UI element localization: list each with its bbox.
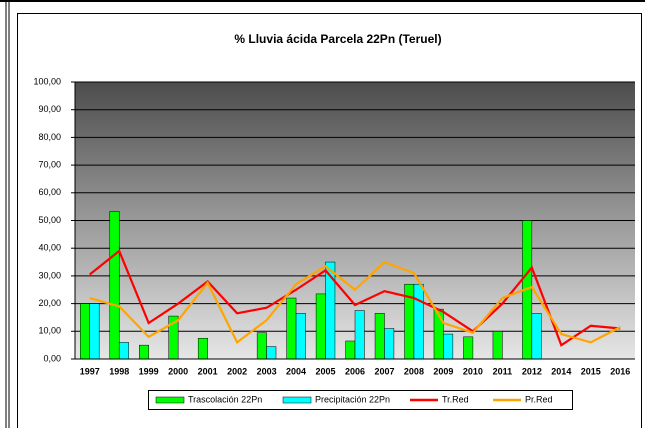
y-tick-label: 100,00 xyxy=(33,76,61,86)
bar xyxy=(295,313,306,360)
legend-swatch xyxy=(282,396,312,404)
x-tick-label: 1998 xyxy=(109,366,129,376)
legend-label: Trascolación 22Pn xyxy=(188,394,262,404)
bar xyxy=(384,328,395,360)
bar xyxy=(345,340,356,360)
x-tick-label: 2006 xyxy=(345,366,365,376)
x-tick-label: 2002 xyxy=(227,366,247,376)
legend-label: Pr.Red xyxy=(525,394,553,404)
x-tick-label: 2005 xyxy=(316,366,336,376)
line-series xyxy=(89,260,621,345)
y-tick-label: 30,00 xyxy=(38,270,61,280)
x-tick-label: 2012 xyxy=(522,366,542,376)
bar xyxy=(463,336,474,360)
bar xyxy=(354,310,365,360)
x-tick-label: 2004 xyxy=(286,366,306,376)
y-tick-label: 90,00 xyxy=(38,104,61,114)
bar xyxy=(492,331,503,360)
x-tick-label: 2014 xyxy=(551,366,571,376)
bar xyxy=(139,344,149,360)
x-tick-label: 2000 xyxy=(168,366,188,376)
bar xyxy=(118,342,129,360)
bar xyxy=(80,303,90,360)
x-tick-label: 2015 xyxy=(581,366,601,376)
x-tick-label: 1999 xyxy=(139,366,159,376)
bar xyxy=(197,337,208,360)
bar xyxy=(374,313,385,360)
x-tick-label: 2001 xyxy=(198,366,218,376)
y-tick-label: 70,00 xyxy=(38,159,61,169)
bar xyxy=(315,293,326,360)
bar xyxy=(256,332,267,360)
x-tick-label: 2009 xyxy=(433,366,453,376)
y-tick-label: 50,00 xyxy=(38,215,61,225)
legend-label: Tr.Red xyxy=(442,394,469,404)
y-tick-label: 20,00 xyxy=(38,298,61,308)
x-tick-label: 2008 xyxy=(404,366,424,376)
legend-box xyxy=(148,390,573,410)
bar xyxy=(266,346,277,360)
x-tick-label: 2003 xyxy=(257,366,277,376)
y-tick-label: 10,00 xyxy=(38,326,61,336)
y-tick-label: 60,00 xyxy=(38,187,61,197)
bar xyxy=(443,333,454,360)
bar xyxy=(413,283,424,360)
x-tick-label: 2007 xyxy=(374,366,394,376)
bar xyxy=(286,297,297,360)
x-tick-label: 2011 xyxy=(493,366,513,376)
y-tick-label: 0,00 xyxy=(43,353,61,363)
x-tick-label: 1997 xyxy=(80,366,100,376)
chart-title: % Lluvia ácida Parcela 22Pn (Teruel) xyxy=(234,32,441,46)
y-tick-label: 40,00 xyxy=(38,243,61,253)
legend-label: Precipitación 22Pn xyxy=(315,394,390,404)
bar xyxy=(109,211,120,360)
bar xyxy=(89,303,100,360)
bar xyxy=(531,313,542,360)
legend-swatch xyxy=(155,396,185,404)
line-series xyxy=(89,249,621,347)
x-tick-label: 2016 xyxy=(610,366,630,376)
x-tick-label: 2010 xyxy=(463,366,483,376)
y-tick-label: 80,00 xyxy=(38,132,61,142)
